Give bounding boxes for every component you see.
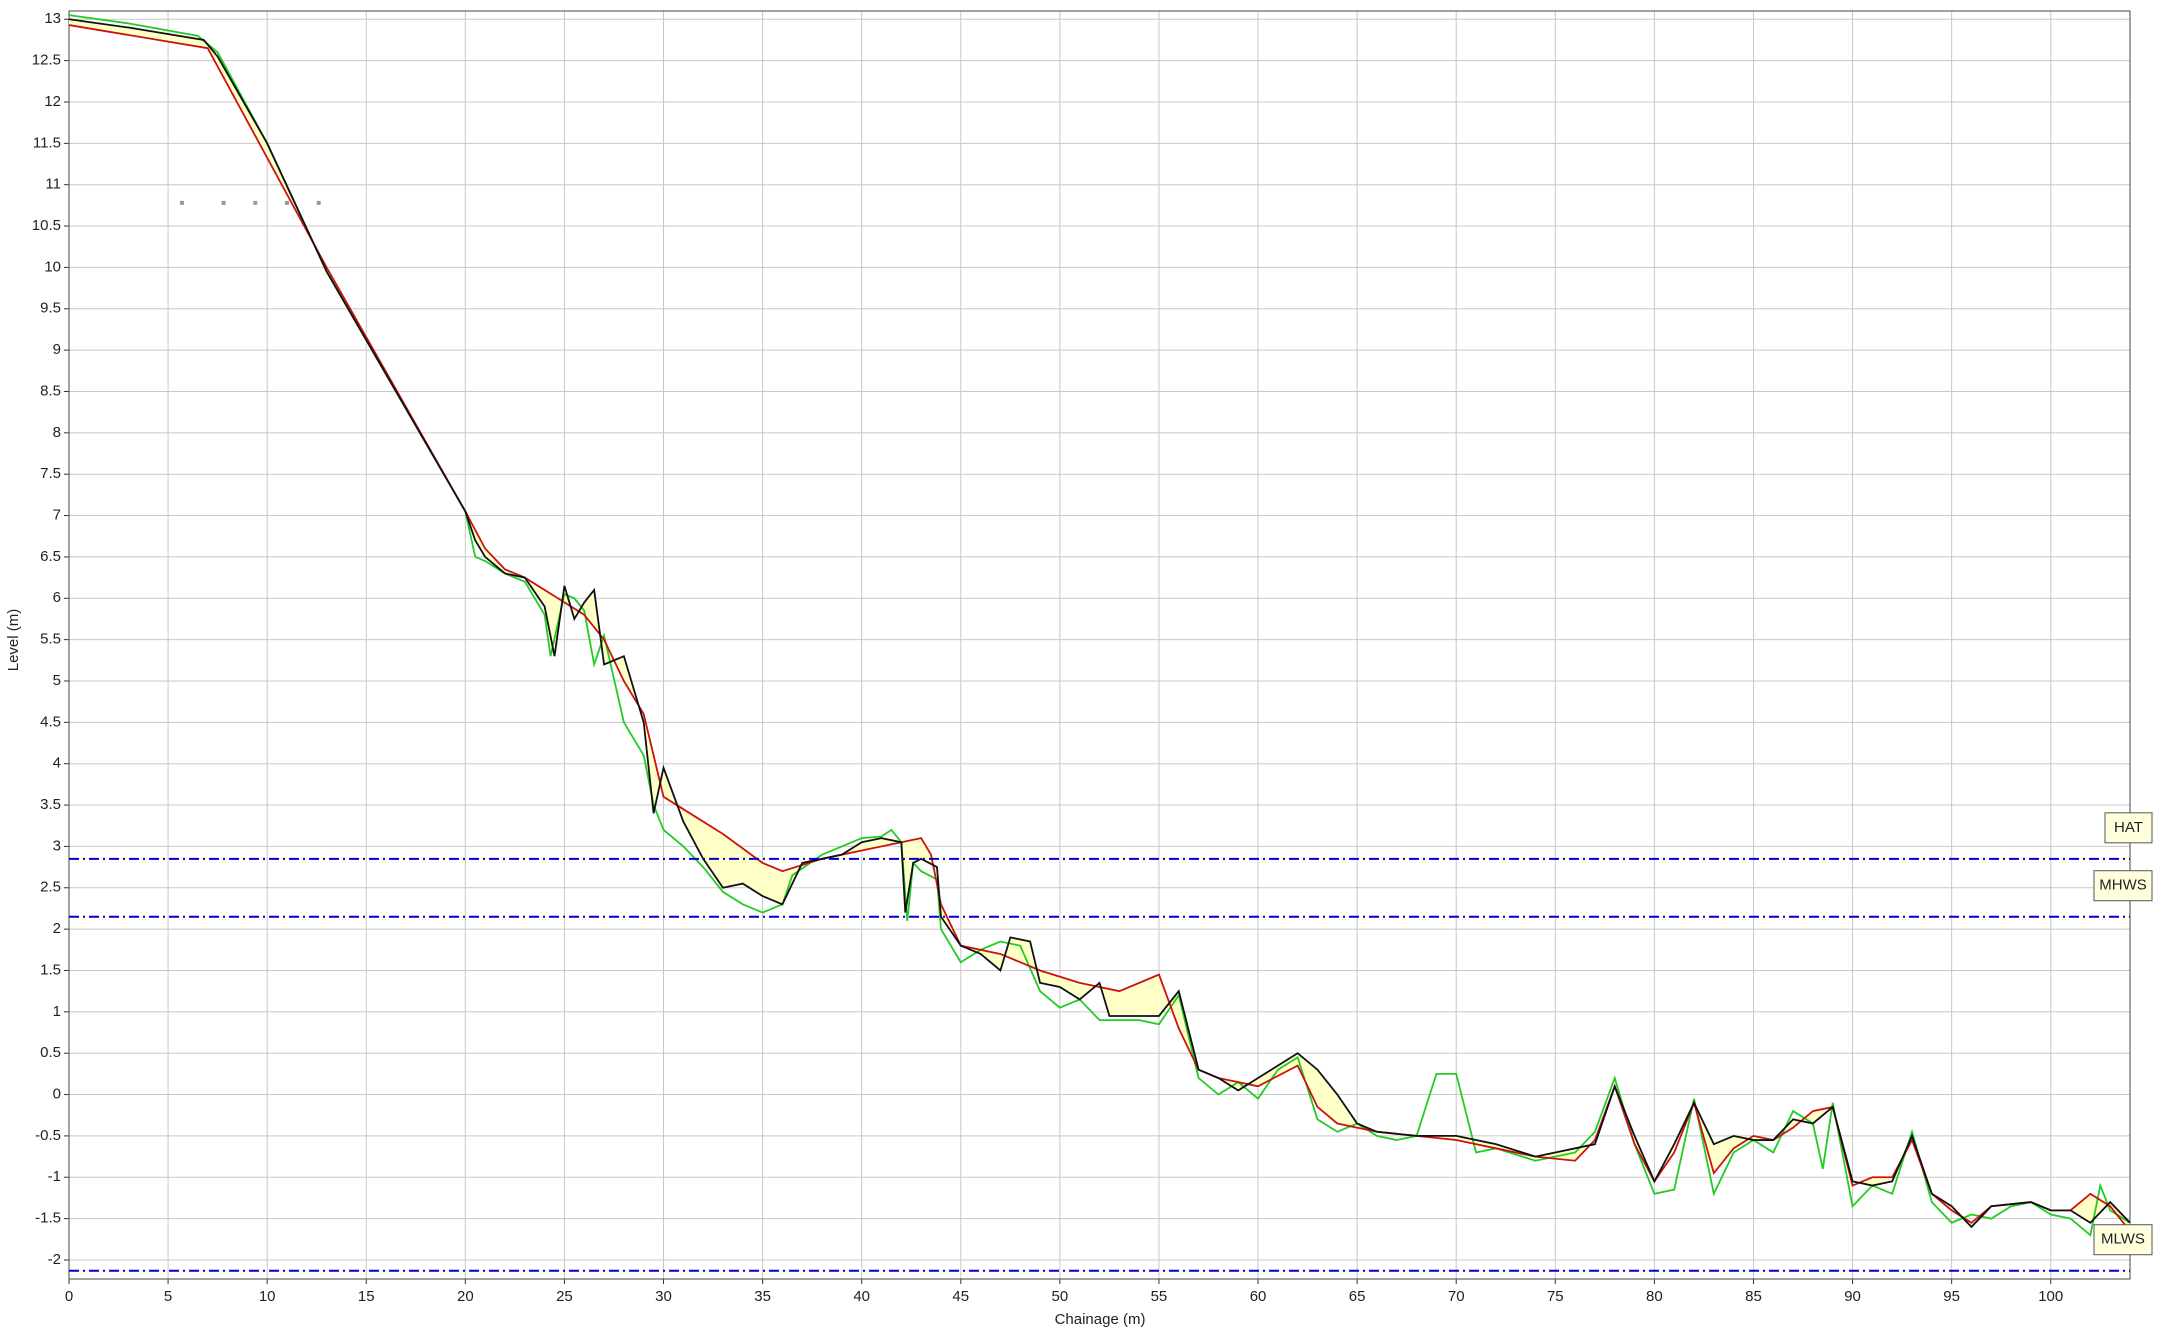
reference-label-text: MLWS	[2101, 1231, 2145, 1248]
x-tick-label: 45	[952, 1288, 969, 1305]
y-tick-label: -1	[48, 1168, 61, 1185]
y-tick-label: 4.5	[40, 713, 61, 730]
y-tick-label: 2	[53, 920, 61, 937]
x-tick-label: 65	[1349, 1288, 1366, 1305]
y-tick-label: 7.5	[40, 465, 61, 482]
x-tick-label: 5	[164, 1288, 172, 1305]
marker	[179, 200, 184, 205]
x-tick-label: 0	[65, 1288, 73, 1305]
x-tick-label: 25	[556, 1288, 573, 1305]
y-tick-label: 11	[45, 176, 61, 193]
y-tick-label: 12.5	[32, 52, 61, 69]
x-tick-label: 100	[2038, 1288, 2063, 1305]
x-tick-label: 50	[1052, 1288, 1069, 1305]
y-tick-label: 8	[53, 424, 61, 441]
x-tick-label: 15	[358, 1288, 375, 1305]
x-tick-label: 20	[457, 1288, 474, 1305]
x-tick-label: 80	[1646, 1288, 1663, 1305]
y-tick-label: 6	[53, 589, 61, 606]
y-tick-label: 13	[44, 10, 61, 27]
series-line	[68, 18, 2131, 1229]
x-tick-label: 60	[1250, 1288, 1267, 1305]
x-tick-label: 95	[1943, 1288, 1960, 1305]
x-tick-label: 40	[853, 1288, 870, 1305]
y-tick-label: 0	[53, 1086, 61, 1103]
y-tick-label: 0.5	[40, 1044, 61, 1061]
reference-label-text: MHWS	[2099, 877, 2147, 894]
series-line	[68, 14, 2131, 1237]
x-tick-label: 55	[1151, 1288, 1168, 1305]
x-axis-label: Chainage (m)	[1055, 1311, 1146, 1328]
x-tick-label: 90	[1844, 1288, 1861, 1305]
x-tick-label: 30	[655, 1288, 672, 1305]
x-tick-label: 70	[1448, 1288, 1465, 1305]
y-tick-label: 9.5	[40, 300, 61, 317]
y-axis-label: Level (m)	[5, 609, 22, 672]
reference-label-text: HAT	[2114, 819, 2143, 836]
y-tick-label: 1	[53, 1003, 61, 1020]
reference-label: MLWS	[2093, 1224, 2153, 1256]
label-box	[2093, 1224, 2153, 1256]
marker	[221, 200, 226, 205]
label-box	[2104, 812, 2153, 844]
label-box	[2093, 870, 2153, 902]
x-tick-label: 75	[1547, 1288, 1564, 1305]
x-tick-label: 85	[1745, 1288, 1762, 1305]
plot-border	[68, 10, 2131, 1280]
y-tick-label: -1.5	[35, 1210, 61, 1227]
y-tick-label: -0.5	[35, 1127, 61, 1144]
y-tick-label: 1.5	[40, 961, 61, 978]
y-tick-label: 5	[53, 672, 61, 689]
marker	[284, 200, 289, 205]
y-tick-label: 3.5	[40, 796, 61, 813]
x-tick-label: 10	[259, 1288, 276, 1305]
reference-label: MHWS	[2093, 870, 2153, 902]
marker	[253, 200, 258, 205]
y-tick-label: -2	[48, 1251, 61, 1268]
marker	[316, 200, 321, 205]
plot-area	[69, 11, 2130, 1279]
y-tick-label: 8.5	[40, 382, 61, 399]
reference-label: HAT	[2104, 812, 2153, 844]
y-tick-label: 11.5	[33, 134, 61, 151]
y-tick-label: 4	[53, 755, 61, 772]
y-tick-label: 3	[53, 837, 61, 854]
y-tick-label: 2.5	[40, 879, 61, 896]
x-tick-label: 35	[754, 1288, 771, 1305]
y-tick-label: 9	[53, 341, 61, 358]
y-tick-label: 6.5	[40, 548, 61, 565]
y-tick-label: 12	[44, 93, 61, 110]
series-line	[68, 24, 2131, 1232]
y-tick-label: 7	[53, 507, 61, 524]
y-tick-label: 10	[44, 258, 61, 275]
y-tick-label: 10.5	[32, 217, 61, 234]
y-tick-label: 5.5	[40, 631, 61, 648]
